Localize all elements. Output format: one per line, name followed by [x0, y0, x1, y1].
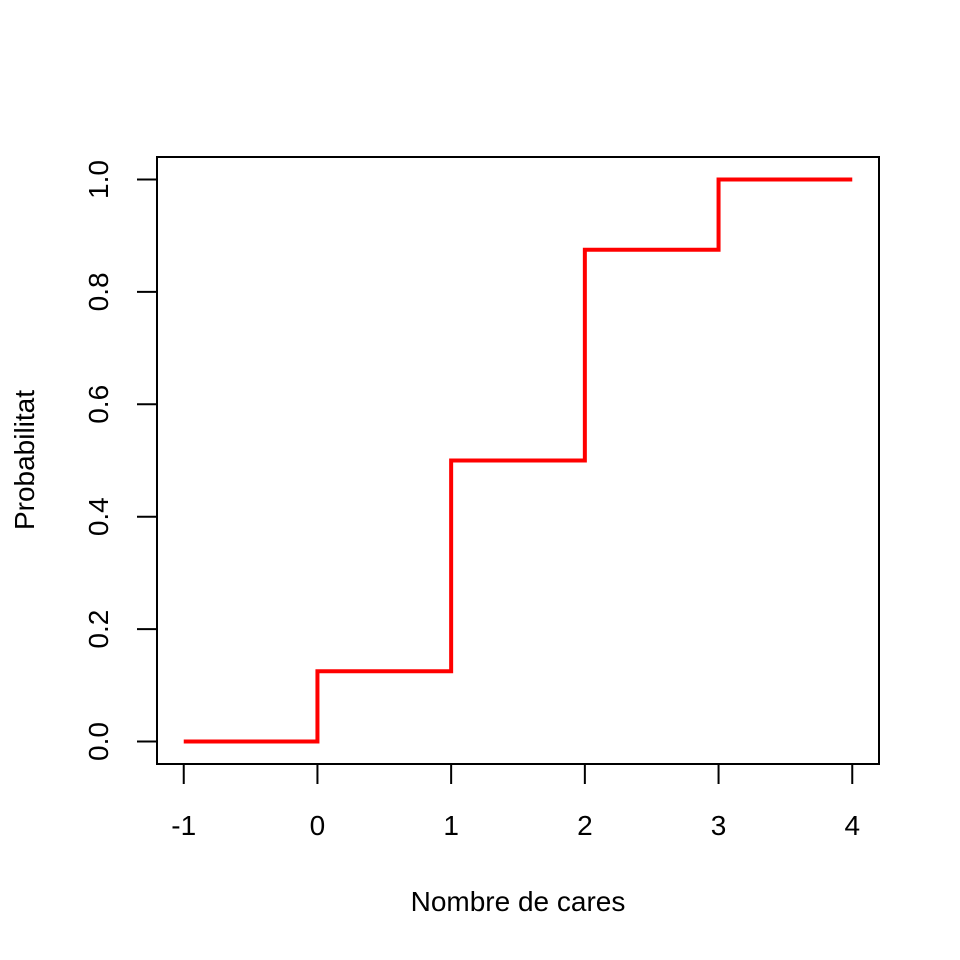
x-tick-label: -1: [171, 810, 196, 841]
x-axis: -1 0 1 2 3 4: [171, 763, 860, 841]
y-axis: 0.0 0.2 0.4 0.6 0.8 1.0: [83, 160, 158, 761]
x-tick-label: 0: [310, 810, 326, 841]
series-group: [183, 177, 853, 744]
y-tick-label: 0.6: [83, 385, 114, 424]
y-axis-title: Probabilitat: [9, 390, 40, 530]
x-axis-title: Nombre de cares: [411, 886, 626, 917]
y-tick-label: 0.4: [83, 497, 114, 536]
x-tick-label: 4: [844, 810, 860, 841]
x-tick-label: 1: [443, 810, 459, 841]
x-tick-label: 3: [711, 810, 727, 841]
y-tick-label: 0.0: [83, 722, 114, 761]
y-tick-label: 1.0: [83, 160, 114, 199]
x-tick-label: 2: [577, 810, 593, 841]
series-step-line: [183, 177, 853, 744]
y-tick-label: 0.2: [83, 610, 114, 649]
y-tick-label: 0.8: [83, 272, 114, 311]
